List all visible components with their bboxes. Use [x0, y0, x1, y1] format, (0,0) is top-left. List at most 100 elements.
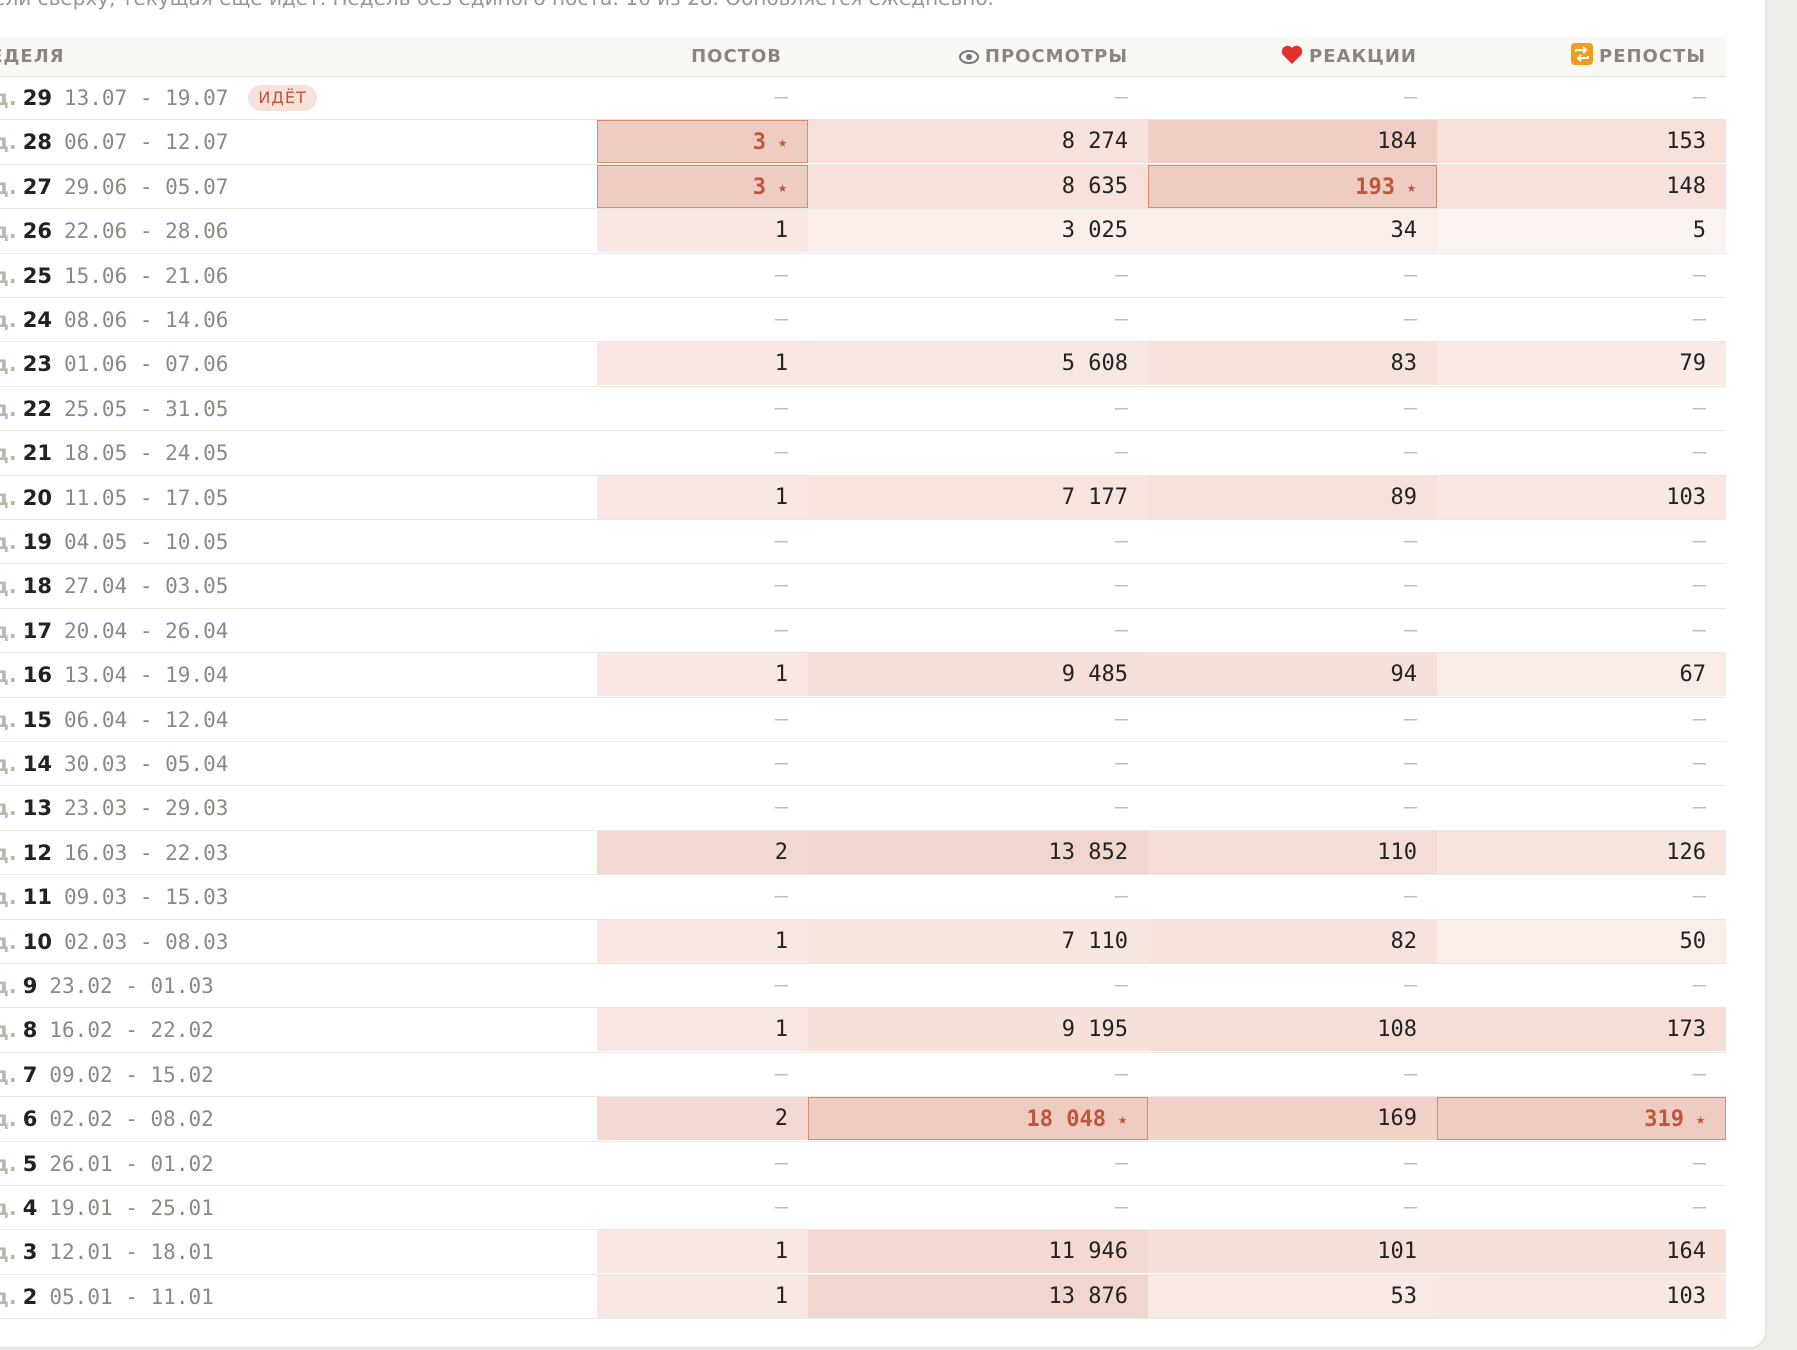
week-prefix: Нед. [0, 530, 17, 554]
table-header: НЕДЕЛЯ ПОСТОВ ПРОСМОТРЫ РЕАКЦИИ РЕПОСТЫ [0, 37, 1726, 77]
metric-cell: — [808, 698, 1148, 741]
cell-value: 1 [774, 1239, 788, 1265]
cell-value: — [1403, 1195, 1417, 1220]
metric-cell: — [1148, 1186, 1437, 1229]
cell-value: 9 195 [1061, 1017, 1128, 1043]
metric-cell: — [1437, 431, 1726, 474]
metric-cell: 193 ★ [1148, 164, 1437, 208]
cell-value: 173 [1666, 1017, 1706, 1043]
week-dates: 23.02 - 01.03 [49, 974, 214, 998]
metric-cell: — [597, 564, 808, 607]
week-prefix: Нед. [0, 174, 17, 199]
metric-cell: 3 ★ [597, 164, 808, 208]
metric-cell: — [1148, 698, 1437, 741]
metric-cell: 164 [1437, 1230, 1726, 1274]
metric-cell: — [1437, 520, 1726, 563]
table-row: Нед. 21 18.05 - 24.05 — — — — [0, 431, 1726, 476]
metric-cell: 67 [1437, 653, 1726, 697]
heart-icon [1281, 45, 1303, 64]
metric-cell: 79 [1437, 342, 1726, 386]
metric-cell: 103 [1437, 1274, 1726, 1318]
week-label: Нед. 27 29.06 - 05.07 [0, 165, 228, 209]
cell-value: — [1114, 973, 1128, 998]
cell-value: — [774, 617, 788, 643]
metric-cell: 184 [1148, 120, 1437, 164]
week-prefix: Нед. [0, 840, 17, 865]
cell-value: 5 608 [1061, 351, 1128, 377]
week-label: Нед. 5 26.01 - 01.02 [0, 1142, 214, 1186]
cell-value: — [1403, 262, 1417, 288]
week-label: Нед. 4 19.01 - 25.01 [0, 1186, 214, 1230]
cell-value: — [774, 706, 788, 732]
best-star: ★ [777, 133, 787, 152]
metric-cell: — [1148, 964, 1437, 1007]
table-row: Нед. 9 23.02 - 01.03 — — — — [0, 964, 1726, 1009]
metric-cell: — [597, 786, 808, 829]
week-dates: 11.05 - 17.05 [64, 485, 229, 510]
table-row: Нед. 7 09.02 - 15.02 — — — — [0, 1053, 1726, 1098]
table-row: Нед. 12 16.03 - 22.03 2 13 852 110 126 [0, 830, 1726, 876]
table-row: Нед. 20 11.05 - 17.05 1 7 177 89 103 [0, 475, 1726, 520]
header-posts: ПОСТОВ [691, 37, 782, 76]
cell-value: 13 876 [1048, 1283, 1128, 1309]
metric-cell: 1 [597, 475, 808, 519]
table-row: Нед. 3 12.01 - 18.01 1 11 946 101 164 [0, 1230, 1726, 1275]
week-label: Нед. 16 13.04 - 19.04 [0, 653, 228, 697]
cell-value: — [1403, 884, 1417, 910]
week-dates: 26.01 - 01.02 [49, 1151, 214, 1176]
metric-cell: 50 [1437, 919, 1726, 963]
cell-value: — [1692, 85, 1706, 110]
cell-value: 184 [1377, 129, 1417, 155]
table-row: Нед. 8 16.02 - 22.02 1 9 195 108 173 [0, 1008, 1726, 1053]
cell-value: 11 946 [1048, 1239, 1128, 1265]
week-label: Нед. 14 30.03 - 05.04 [0, 742, 228, 786]
cell-value: — [1692, 1061, 1706, 1087]
week-number: 14 [22, 752, 52, 776]
metric-cell: — [1148, 742, 1437, 785]
week-dates: 08.06 - 14.06 [64, 308, 229, 332]
week-number: 6 [22, 1107, 38, 1132]
cell-value: — [1114, 1195, 1128, 1220]
metric-cell: 103 [1437, 475, 1726, 519]
cell-value: — [1692, 1195, 1706, 1220]
week-prefix: Нед. [0, 974, 17, 998]
cell-value: — [774, 973, 788, 998]
metric-cell: — [808, 786, 1148, 829]
cell-value: — [1403, 1061, 1417, 1087]
week-label: Нед. 2 05.01 - 11.01 [0, 1275, 214, 1319]
week-label: Нед. 28 06.07 - 12.07 [0, 120, 228, 164]
week-prefix: Нед. [0, 308, 17, 332]
cell-value: 83 [1390, 351, 1418, 377]
cell-value: — [1692, 973, 1706, 998]
week-dates: 15.06 - 21.06 [64, 263, 229, 288]
cell-value: 8 635 [1061, 173, 1128, 199]
week-label: Нед. 21 18.05 - 24.05 [0, 431, 228, 475]
best-star: ★ [1117, 1110, 1127, 1129]
cell-value: 53 [1390, 1283, 1418, 1309]
cell-value: — [774, 307, 788, 332]
cell-value: — [1692, 262, 1706, 288]
metric-cell: — [1437, 875, 1726, 918]
week-label: Нед. 11 09.03 - 15.03 [0, 875, 228, 919]
cell-value: — [774, 884, 788, 910]
cell-value: — [1403, 751, 1417, 776]
cell-value: — [1403, 529, 1417, 554]
cell-value: — [1403, 307, 1417, 332]
metric-cell: 18 048 ★ [808, 1097, 1148, 1141]
week-number: 11 [22, 885, 52, 910]
week-dates: 27.04 - 03.05 [64, 574, 229, 599]
metric-cell: 3 025 [808, 209, 1148, 253]
week-number: 20 [22, 485, 52, 510]
cell-value: — [1692, 395, 1706, 421]
cell-value: 7 110 [1061, 928, 1128, 954]
metric-cell: 2 [597, 1097, 808, 1141]
cell-value: 1 [774, 662, 788, 688]
cell-value: 193 [1355, 174, 1395, 200]
metric-cell: — [1437, 254, 1726, 297]
table-row: Нед. 26 22.06 - 28.06 1 3 025 34 5 [0, 209, 1726, 254]
cell-value: — [1114, 573, 1128, 599]
cell-value: 1 [774, 1283, 788, 1309]
metric-cell: 34 [1148, 209, 1437, 253]
